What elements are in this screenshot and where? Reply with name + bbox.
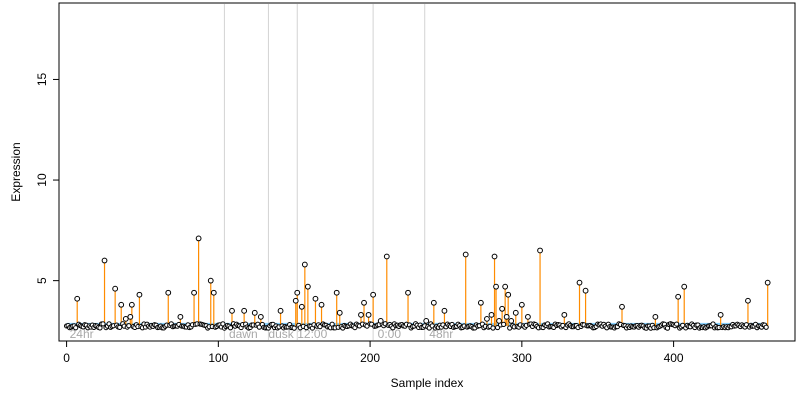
data-point: [681, 283, 688, 290]
data-point: [370, 291, 377, 298]
data-point: [165, 289, 172, 296]
data-point: [229, 307, 235, 314]
data-point: [210, 289, 217, 296]
data-point: [652, 313, 659, 320]
baseline-point: [227, 325, 234, 331]
x-axis: 0 100 200 300 400: [63, 340, 684, 365]
baseline-point: [126, 323, 132, 329]
x-tick-label: 200: [360, 351, 380, 365]
x-axis-title: Sample index: [391, 376, 464, 390]
data-point: [365, 311, 372, 318]
data-point: [717, 311, 724, 318]
data-point: [191, 289, 197, 296]
y-tick-label: 15: [35, 72, 49, 86]
data-point: [358, 311, 364, 318]
data-point: [361, 299, 367, 306]
data-point: [505, 291, 512, 298]
data-point: [675, 293, 682, 300]
data-point: [101, 257, 108, 264]
data-point: [484, 315, 490, 322]
data-point: [499, 305, 506, 312]
data-point: [294, 289, 301, 296]
baseline-point: [490, 325, 496, 331]
data-point: [441, 307, 448, 314]
y-axis-title: Expression: [9, 142, 23, 201]
data-point: [488, 311, 495, 318]
baseline-point: [73, 325, 79, 331]
data-point: [491, 253, 498, 260]
data-point: [318, 301, 325, 308]
data-point: [764, 279, 771, 286]
data-point: [127, 313, 134, 320]
data-point: [430, 299, 437, 306]
data-point: [177, 313, 184, 320]
data-point: [277, 307, 284, 314]
data-point: [301, 261, 308, 268]
data-point: [298, 303, 305, 310]
data-point: [493, 283, 499, 290]
x-tick-label: 0: [63, 351, 70, 365]
data-point: [383, 253, 390, 260]
data-point: [512, 309, 519, 316]
x-tick-label: 100: [208, 351, 228, 365]
baseline-point: [763, 324, 769, 330]
data-point: [462, 251, 469, 258]
data-point: [518, 301, 525, 308]
data-point: [195, 235, 202, 242]
data-point: [477, 299, 484, 306]
data-point: [582, 287, 589, 294]
baseline-point: [117, 324, 123, 330]
condition-labels: 24hr dawn dusk 12:00 0:00 48hr: [70, 327, 454, 341]
y-axis: 5 10 15: [35, 72, 60, 284]
condition-label: dusk: [268, 327, 294, 341]
x-tick-label: 300: [512, 351, 532, 365]
data-point: [136, 291, 143, 298]
data-point: [122, 315, 129, 322]
condition-dividers: [223, 4, 426, 340]
data-point: [377, 317, 384, 324]
data-point: [576, 279, 583, 286]
y-tick-label: 5: [35, 277, 49, 284]
baseline-point: [100, 321, 106, 327]
condition-label: 0:00: [378, 327, 402, 341]
data-point: [312, 295, 319, 302]
data-point: [423, 317, 430, 324]
data-point: [241, 307, 248, 314]
data-point: [257, 313, 264, 320]
data-point: [118, 301, 125, 308]
data-point: [619, 303, 625, 310]
condition-label: 12:00: [297, 327, 327, 341]
baseline-point: [501, 321, 507, 327]
data-point: [333, 289, 340, 296]
data-point: [405, 289, 411, 296]
data-point: [74, 295, 81, 302]
data-point: [745, 297, 751, 304]
points-layer: [74, 235, 771, 324]
data-point: [292, 297, 299, 304]
data-point: [207, 277, 214, 284]
condition-label: dawn: [229, 327, 258, 341]
data-point: [251, 309, 258, 316]
data-point: [561, 311, 568, 318]
data-point: [508, 317, 515, 324]
data-point: [336, 309, 343, 316]
y-tick-label: 10: [35, 173, 49, 187]
data-point: [496, 317, 502, 324]
baseline-points-layer: [63, 321, 769, 331]
baseline-point: [291, 325, 297, 331]
condition-label: 24hr: [70, 327, 94, 341]
data-point: [112, 285, 119, 292]
data-point: [537, 247, 543, 254]
baseline-point: [674, 321, 680, 327]
x-tick-label: 400: [664, 351, 684, 365]
data-point: [503, 313, 510, 320]
data-point: [525, 313, 531, 320]
data-point: [502, 283, 509, 290]
data-point: [304, 283, 311, 290]
data-point: [128, 301, 135, 308]
